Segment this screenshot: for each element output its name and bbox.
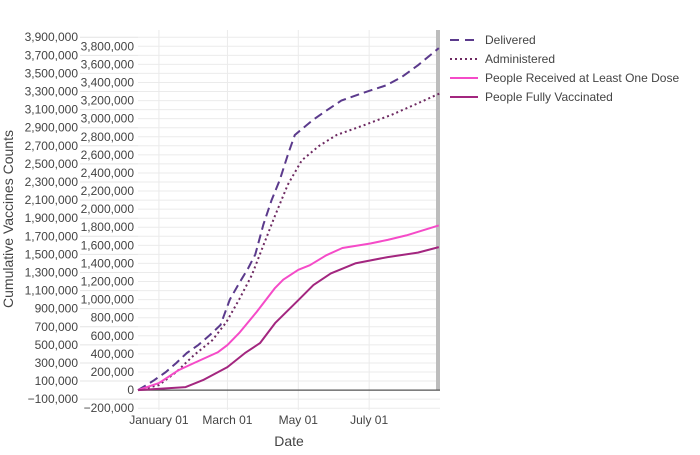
x-tick-label: March 01: [202, 413, 252, 427]
y-tick-label: 1,700,000: [25, 229, 79, 243]
y-tick-label: 200,000: [91, 365, 135, 379]
y-tick-label: 2,400,000: [81, 166, 135, 180]
y-tick-label: 2,100,000: [25, 193, 79, 207]
y-tick-label: 700,000: [35, 320, 79, 334]
legend-label: Delivered: [485, 33, 536, 47]
series-line-delivered: [137, 47, 440, 391]
y-axis-title: Cumulative Vaccines Counts: [0, 130, 16, 308]
y-tick-label: 3,100,000: [25, 103, 79, 117]
y-tick-label: 3,900,000: [25, 30, 79, 44]
y-axis-ticks: −200,000 −100,000 0 100,000 200,000 300,000 40…: [25, 30, 135, 415]
y-tick-label: 3,800,000: [81, 39, 135, 53]
y-tick-label: 1,300,000: [25, 265, 79, 279]
y-tick-label: 2,200,000: [81, 184, 135, 198]
y-tick-label: 3,200,000: [81, 94, 135, 108]
hover-spike-band: [436, 30, 440, 391]
y-tick-label: 1,800,000: [81, 220, 135, 234]
y-tick-label: 2,800,000: [81, 130, 135, 144]
legend-label: People Fully Vaccinated: [485, 90, 613, 104]
x-tick-label: January 01: [129, 413, 189, 427]
y-tick-label: 3,600,000: [81, 57, 135, 71]
series-line-people-fully-vaccinated: [137, 246, 440, 392]
y-tick-label: 1,200,000: [81, 275, 135, 289]
series-line-people-received-at-least-one-dose: [137, 224, 440, 392]
y-tick-label: 1,400,000: [81, 256, 135, 270]
legend-label: Administered: [485, 52, 555, 66]
y-tick-label: 0: [127, 383, 134, 397]
y-tick-label: 300,000: [35, 356, 79, 370]
y-tick-label: 2,500,000: [25, 157, 79, 171]
y-tick-label: 600,000: [91, 329, 135, 343]
y-tick-label: 1,500,000: [25, 247, 79, 261]
y-tick-label: 3,000,000: [81, 112, 135, 126]
gridlines: [80, 30, 440, 410]
y-tick-label: −200,000: [84, 401, 135, 415]
y-tick-label: 2,700,000: [25, 139, 79, 153]
y-tick-label: 2,300,000: [25, 175, 79, 189]
y-tick-label: 100,000: [35, 374, 79, 388]
legend-label: People Received at Least One Dose: [485, 71, 679, 85]
x-tick-label: July 01: [350, 413, 388, 427]
x-tick-label: May 01: [279, 413, 319, 427]
series-lines: [137, 47, 441, 392]
y-tick-label: 2,900,000: [25, 121, 79, 135]
y-tick-label: 3,400,000: [81, 75, 135, 89]
y-tick-label: 800,000: [91, 311, 135, 325]
y-tick-label: 400,000: [91, 347, 135, 361]
y-tick-label: 3,700,000: [25, 48, 79, 62]
y-tick-label: 500,000: [35, 338, 79, 352]
x-axis-title: Date: [274, 433, 304, 449]
series-line-administered: [137, 92, 441, 392]
y-tick-label: 3,500,000: [25, 66, 79, 80]
y-tick-label: 2,000,000: [81, 202, 135, 216]
y-tick-label: 1,000,000: [81, 293, 135, 307]
y-tick-label: 2,600,000: [81, 148, 135, 162]
y-tick-label: 1,900,000: [25, 211, 79, 225]
legend: Delivered Administered People Received at …: [450, 33, 679, 104]
y-tick-label: 3,300,000: [25, 85, 79, 99]
x-axis-ticks: January 01 March 01 May 01 July 01: [129, 413, 388, 427]
y-tick-label: 900,000: [35, 302, 79, 316]
y-tick-label: 1,100,000: [25, 284, 79, 298]
y-tick-label: −100,000: [28, 392, 79, 406]
y-tick-label: 1,600,000: [81, 238, 135, 252]
